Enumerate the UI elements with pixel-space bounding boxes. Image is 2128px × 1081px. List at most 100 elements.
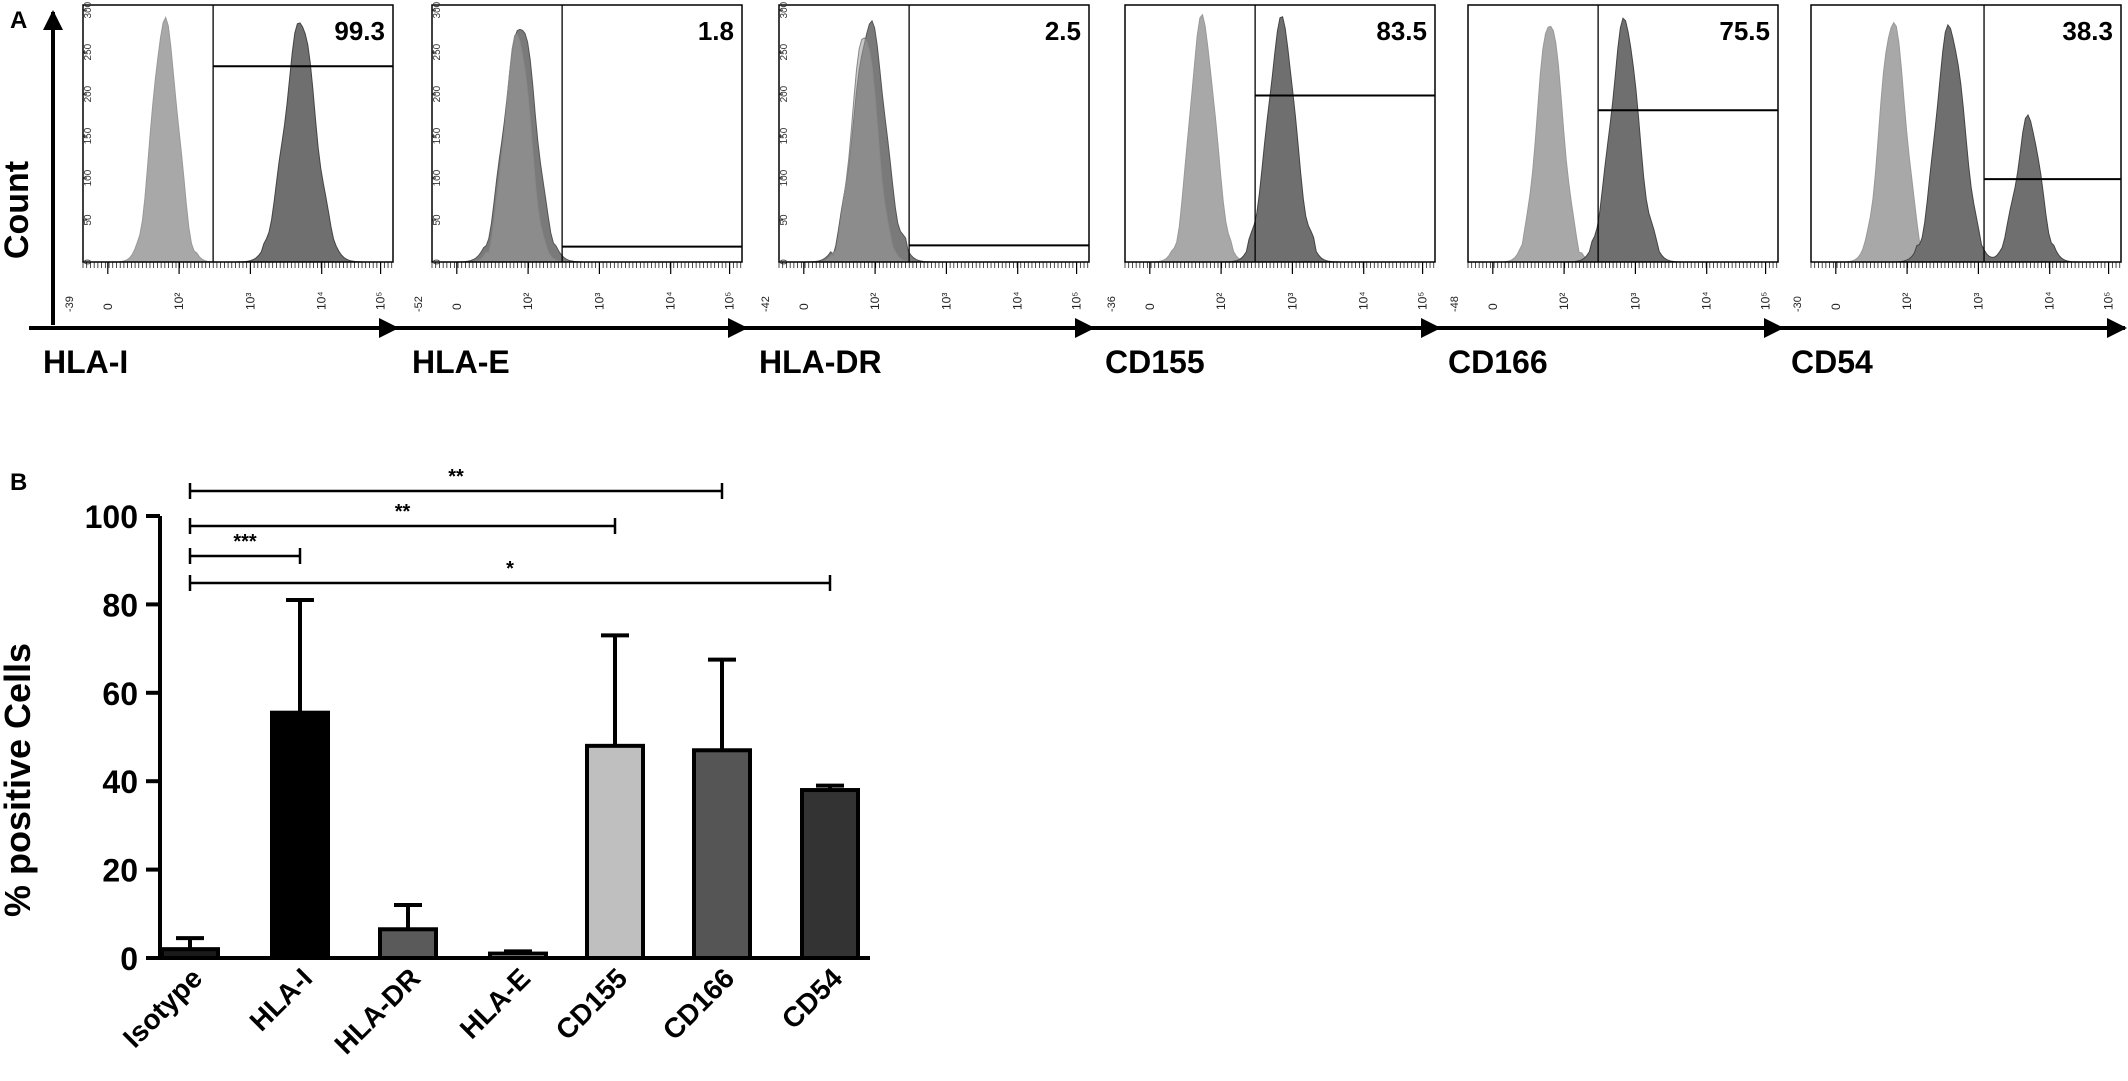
histogram-cd166: 75.5 -48 0 10² 10³ 10⁴ 10⁵ CD166: [1424, 4, 1784, 380]
y-tick-label: 100: [85, 499, 138, 535]
histogram-hla-e: 1.8 0 50 100 150 200 250 300 -52 0 10² 10³ 10⁴ 10⁵ HLA…: [388, 1, 748, 380]
percent-positive-label: 2.5: [1045, 16, 1081, 46]
bar: [692, 748, 752, 961]
stained-histogram: [432, 28, 742, 263]
percent-positive-label: 38.3: [2062, 16, 2113, 46]
y-tick-label: 40: [102, 764, 138, 800]
y-tick-label: 300: [83, 1, 94, 18]
x-tick-label: 10⁵: [723, 292, 737, 310]
x-tick-label: 10⁴: [1357, 291, 1371, 310]
marker-label: HLA-DR: [759, 344, 882, 380]
significance-bracket: ***: [188, 531, 302, 564]
significance-label: ***: [233, 531, 257, 553]
histogram-frame: [778, 4, 1090, 263]
histogram-frame: [1124, 4, 1436, 263]
x-tick-label: 10³: [1971, 293, 1985, 310]
histogram-frame: [1467, 4, 1779, 263]
y-tick-label: 150: [83, 127, 94, 144]
significance-bracket: **: [188, 501, 617, 534]
y-tick-label: 200: [432, 85, 443, 102]
x-tick-label: 10²: [1557, 293, 1571, 310]
marker-label: CD166: [1448, 344, 1548, 380]
x-tick-label: CD166: [657, 962, 741, 1046]
x-tick-label: 10⁴: [664, 291, 678, 310]
panel-a-count-axis: Count: [0, 10, 63, 325]
x-tick-label: 10²: [1214, 293, 1228, 310]
stained-histogram: [1811, 23, 2121, 263]
bar: [378, 927, 438, 961]
x-tick-label: 10²: [172, 293, 186, 310]
x-tick-label: 10²: [521, 293, 535, 310]
marker-label: CD155: [1105, 344, 1205, 380]
histogram-cd54: 38.3 -30 0 10² 10³ 10⁴ 10⁵ CD54: [1767, 4, 2127, 380]
percent-positive-label: 75.5: [1719, 16, 1770, 46]
x-tick-label: 0: [101, 303, 115, 310]
isotype-histogram: [432, 33, 742, 263]
histogram-hla-i: 99.3 0 50 100 150 200 250 300 -39 0 10² 10³ 10⁴ 10⁵ HL…: [29, 1, 399, 380]
x-tick-label: HLA-DR: [328, 962, 426, 1060]
x-tick-label: 0: [797, 303, 811, 310]
significance-bracket: *: [188, 558, 832, 591]
x-tick-label: 10⁴: [1700, 291, 1714, 310]
x-tick-label: 10²: [868, 293, 882, 310]
histogram-frame: [431, 4, 743, 263]
significance-label: **: [395, 501, 411, 523]
x-min-tick-label: -30: [1792, 296, 1804, 312]
stained-histogram: [1125, 16, 1435, 263]
bar-x-labels: Isotype HLA-I HLA-DR HLA-E CD155 CD166 CD54: [117, 962, 849, 1060]
bar-isotype: [160, 936, 220, 960]
count-axis-label: Count: [0, 161, 36, 259]
percent-positive-label: 99.3: [334, 16, 385, 46]
y-tick-label: 80: [102, 587, 138, 623]
panel-b-label: B: [10, 469, 27, 496]
x-tick-label: CD54: [776, 962, 849, 1035]
bar-hla-dr: [378, 902, 438, 961]
y-tick-label: 150: [432, 127, 443, 144]
y-tick-label: 250: [779, 43, 790, 60]
y-tick-label: 20: [102, 853, 138, 889]
x-tick-label: 10⁵: [1759, 292, 1773, 310]
bar: [800, 788, 860, 960]
histogram-panels: 99.3 0 50 100 150 200 250 300 -39 0 10² 10³ 10⁴ 10⁵ HL…: [29, 1, 2127, 380]
y-tick-label: 50: [779, 214, 790, 226]
bar: [488, 951, 548, 961]
y-tick-label: 150: [779, 127, 790, 144]
x-min-tick-label: -42: [760, 296, 772, 312]
x-tick-label: 10⁵: [1070, 292, 1084, 310]
x-tick-label: 0: [1143, 303, 1157, 310]
y-tick-label: 200: [83, 85, 94, 102]
y-tick-label: 50: [432, 214, 443, 226]
y-tick-label: 0: [779, 259, 790, 265]
isotype-histogram: [779, 37, 1089, 263]
histogram-hla-dr: 2.5 0 50 100 150 200 250 300 -42 0 10² 10³ 10⁴ 10⁵ HLA…: [735, 1, 1095, 380]
bar-cd155: [585, 633, 645, 961]
x-min-tick-label: -39: [64, 296, 76, 312]
x-tick-label: 10³: [939, 293, 953, 310]
bar-cd54: [800, 783, 860, 960]
x-tick-label: 10⁵: [374, 292, 388, 310]
y-tick-label: 300: [432, 1, 443, 18]
histogram-frame: [1810, 4, 2122, 263]
histogram-frame: [82, 4, 394, 263]
x-tick-label: 10³: [243, 293, 257, 310]
stained-histogram: [779, 19, 1089, 263]
y-tick-label: 200: [779, 85, 790, 102]
x-tick-label: 10⁵: [1416, 292, 1430, 310]
marker-label: HLA-I: [43, 344, 128, 380]
bar: [585, 743, 645, 961]
y-tick-label: 50: [83, 214, 94, 226]
y-tick-label: 100: [779, 169, 790, 186]
y-tick-label: 60: [102, 676, 138, 712]
bar-hla-e: [488, 949, 548, 961]
x-tick-label: 0: [450, 303, 464, 310]
y-tick-label: 0: [120, 941, 138, 977]
stained-histogram: [83, 22, 393, 263]
y-tick-label: 100: [83, 169, 94, 186]
panel-a-label: A: [10, 7, 27, 34]
bar: [160, 947, 220, 960]
marker-label: HLA-E: [412, 344, 510, 380]
bar: [270, 710, 330, 960]
x-tick-label: 10³: [1285, 293, 1299, 310]
